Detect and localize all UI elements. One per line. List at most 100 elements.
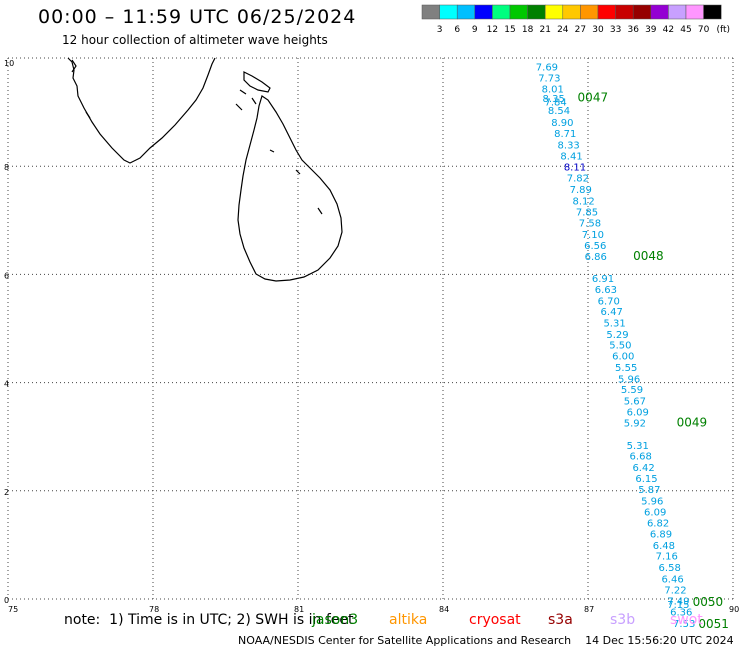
wave-height-value: 7.10 xyxy=(582,230,604,241)
north-islands xyxy=(235,89,257,111)
wave-height-value: 7.82 xyxy=(567,174,589,185)
pass-number-label: 0048 xyxy=(633,249,664,263)
jaffna-peninsula xyxy=(243,71,271,93)
wave-height-value: 8.71 xyxy=(554,129,576,140)
pass-number-label: 0049 xyxy=(677,416,708,430)
wave-height-value: 7.58 xyxy=(579,218,601,229)
wave-height-value: 6.46 xyxy=(661,574,683,585)
wave-height-value: 8.54 xyxy=(548,106,570,117)
wave-height-value: 5.96 xyxy=(618,374,640,385)
y-tick-label: 0 xyxy=(4,596,9,605)
wave-height-value: 5.55 xyxy=(615,363,637,374)
color-scale-label: 42 xyxy=(663,25,674,35)
india-islets xyxy=(71,59,91,119)
wave-height-value: 7.69 xyxy=(536,63,558,74)
wave-height-value: 8.90 xyxy=(551,118,573,129)
wave-height-value: 7.22 xyxy=(664,585,686,596)
wave-height-value: 5.87 xyxy=(638,485,660,496)
wave-height-value: 6.58 xyxy=(659,563,681,574)
page-title: 00:00 – 11:59 UTC 06/25/2024 xyxy=(38,6,357,28)
wave-height-value: 6.47 xyxy=(601,307,623,318)
wave-height-track: 7.697.738.01 7.848.358.548.908.718.338.41… xyxy=(536,63,696,630)
wave-height-value: 6.68 xyxy=(630,452,652,463)
satellite-legend-item: jason3 xyxy=(312,612,359,628)
wave-height-value: 5.31 xyxy=(603,319,625,330)
x-tick-label: 90 xyxy=(729,605,739,614)
wave-height-value: 6.86 xyxy=(585,252,607,263)
y-tick-label: 2 xyxy=(4,488,9,497)
wave-height-value: 6.09 xyxy=(627,407,649,418)
wave-height-value: 6.63 xyxy=(595,285,617,296)
color-scale-label: 39 xyxy=(645,25,657,35)
satellite-legend-item: s3b xyxy=(610,612,636,628)
color-scale-label: 12 xyxy=(487,25,498,35)
wave-height-value: 5.31 xyxy=(627,441,649,452)
india-coastline xyxy=(67,57,216,164)
color-scale-unit: (ft) xyxy=(716,25,730,35)
color-scale-label: 9 xyxy=(472,25,478,35)
y-tick-label: 10 xyxy=(4,59,14,68)
color-scale-legend: 3 6 9 12 15 18 21 24 27 30 33 36 39 42 45 70 (ft) xyxy=(421,4,730,35)
color-scale-label: 45 xyxy=(680,25,691,35)
wave-height-value: 8.35 xyxy=(543,94,565,105)
sri-lanka-lagoons xyxy=(269,149,323,215)
wave-height-value: 5.50 xyxy=(609,341,631,352)
color-scale-label: 15 xyxy=(504,25,515,35)
wave-height-value: 6.82 xyxy=(647,519,669,530)
sri-lanka-coastline xyxy=(237,95,343,282)
color-scale-label: 3 xyxy=(437,25,443,35)
y-tick-label: 8 xyxy=(4,163,9,172)
color-scale-label: 27 xyxy=(575,25,586,35)
pass-number-label: 0051 xyxy=(698,617,729,631)
wave-height-value: 7.84 xyxy=(544,97,566,108)
color-scale-label: 36 xyxy=(627,25,639,35)
pass-labels: 0047 0048 0049 0050 0051 xyxy=(578,90,729,630)
wave-height-value: 6.89 xyxy=(650,530,672,541)
wave-height-value: 5.67 xyxy=(624,396,646,407)
coastline-sri-lanka-india xyxy=(67,57,343,282)
wave-height-value: 7.85 xyxy=(576,208,598,219)
wave-height-value: 7.49 xyxy=(667,597,689,608)
x-tick-label: 75 xyxy=(8,605,18,614)
x-tick-label: 81 xyxy=(294,605,304,614)
satellite-legend-item: altika xyxy=(389,612,428,628)
wave-height-value: 6.56 xyxy=(584,241,606,252)
wave-height-value: 6.42 xyxy=(632,463,654,474)
color-scale-label: 21 xyxy=(539,25,550,35)
wave-height-value: 6.15 xyxy=(635,474,657,485)
color-scale-label: 6 xyxy=(454,25,460,35)
footer-credit: NOAA/NESDIS Center for Satellite Applica… xyxy=(238,634,734,647)
color-swatch xyxy=(703,4,722,20)
satellite-legend-item: s3a xyxy=(548,612,573,628)
wave-height-value: 7.16 xyxy=(656,552,678,563)
wave-height-value: 6.48 xyxy=(653,541,675,552)
wave-height-value: 8.11 xyxy=(564,163,586,174)
map-grid: 75 78 81 84 87 90 0 2 4 6 8 10 xyxy=(4,57,739,614)
wave-height-value: 7.15 xyxy=(667,600,689,611)
satellite-legend-item: cryosat xyxy=(469,612,521,628)
satellite-legend-item: swot xyxy=(670,612,703,628)
wave-height-value: 8.33 xyxy=(558,141,580,152)
wave-height-value: 8.41 xyxy=(560,151,582,162)
wave-height-value: 8.01 xyxy=(542,84,564,95)
x-tick-label: 87 xyxy=(584,605,594,614)
page-subtitle: 12 hour collection of altimeter wave hei… xyxy=(62,33,328,47)
footer-note: note: 1) Time is in UTC; 2) SWH is in fe… xyxy=(64,612,354,628)
color-scale-label: 70 xyxy=(698,25,710,35)
x-tick-label: 78 xyxy=(149,605,159,614)
color-scale-label: 18 xyxy=(522,25,534,35)
pass-number-label: 0050 xyxy=(693,595,724,609)
wave-height-value: 8.12 xyxy=(573,196,595,207)
wave-height-value: 6.70 xyxy=(598,296,620,307)
wave-height-value: 6.00 xyxy=(612,352,634,363)
color-scale-label: 24 xyxy=(557,25,569,35)
x-tick-label: 84 xyxy=(439,605,449,614)
wave-height-value: 5.59 xyxy=(621,385,643,396)
wave-height-value: 6.91 xyxy=(592,274,614,285)
wave-height-value: 6.09 xyxy=(644,507,666,518)
wave-height-value: 5.96 xyxy=(641,497,663,508)
wave-height-value: 7.89 xyxy=(570,185,592,196)
color-scale-label: 33 xyxy=(610,25,621,35)
wave-height-value: 5.29 xyxy=(606,330,628,341)
